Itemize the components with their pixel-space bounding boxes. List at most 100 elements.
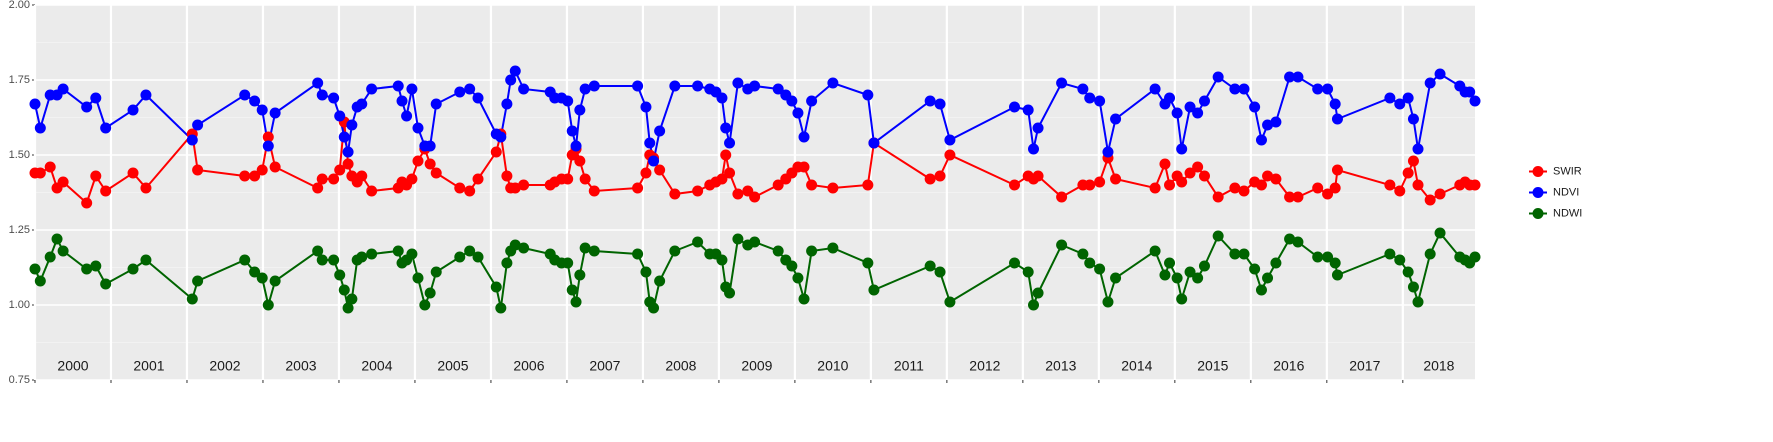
point (57, 83, 69, 95)
point (1312, 251, 1324, 263)
point (392, 80, 404, 92)
point (518, 83, 530, 95)
point (239, 170, 251, 182)
point (827, 242, 839, 254)
point (430, 266, 442, 278)
point (1424, 194, 1436, 206)
point (44, 251, 56, 263)
point (1292, 191, 1304, 203)
point (392, 245, 404, 257)
point (490, 146, 502, 158)
point (312, 182, 324, 194)
point (430, 98, 442, 110)
point (1176, 143, 1188, 155)
point (1434, 68, 1446, 80)
point (518, 179, 530, 191)
point (1255, 134, 1267, 146)
point (1384, 92, 1396, 104)
year-label: 2018 (1423, 358, 1454, 374)
point (692, 80, 704, 92)
year-label: 2013 (1045, 358, 1076, 374)
point (732, 188, 744, 200)
point (1110, 113, 1122, 125)
point (501, 98, 513, 110)
point (862, 257, 874, 269)
point (732, 233, 744, 245)
point (1407, 281, 1419, 293)
point (566, 284, 578, 296)
point (562, 257, 574, 269)
point (366, 83, 378, 95)
point (644, 137, 656, 149)
point (1192, 161, 1204, 173)
point (1331, 269, 1343, 281)
year-label: 2005 (437, 358, 468, 374)
point (342, 302, 354, 314)
point (1312, 83, 1324, 95)
point (1249, 101, 1261, 113)
point (1407, 113, 1419, 125)
point (1412, 179, 1424, 191)
point (334, 164, 346, 176)
point (34, 122, 46, 134)
point (1084, 179, 1096, 191)
point (249, 95, 261, 107)
point (1212, 230, 1224, 242)
point (1329, 257, 1341, 269)
point (1176, 293, 1188, 305)
point (192, 164, 204, 176)
point (472, 92, 484, 104)
point (1229, 182, 1241, 194)
point (648, 155, 660, 167)
point (501, 257, 513, 269)
point (34, 167, 46, 179)
point (1149, 182, 1161, 194)
point (1032, 287, 1044, 299)
point (716, 92, 728, 104)
point (1094, 263, 1106, 275)
year-label: 2001 (133, 358, 164, 374)
point (262, 131, 274, 143)
legend-marker (1532, 166, 1544, 177)
point (806, 179, 818, 191)
point (328, 92, 340, 104)
point (472, 251, 484, 263)
point (798, 161, 810, 173)
point (1262, 119, 1274, 131)
point (720, 122, 732, 134)
point (1149, 83, 1161, 95)
point (1255, 284, 1267, 296)
point (749, 80, 761, 92)
point (1284, 191, 1296, 203)
point (1110, 272, 1122, 284)
point (566, 125, 578, 137)
point (827, 77, 839, 89)
point (1292, 71, 1304, 83)
point (1402, 92, 1414, 104)
point (1198, 95, 1210, 107)
point (654, 164, 666, 176)
point (495, 302, 507, 314)
point (1434, 227, 1446, 239)
point (1262, 170, 1274, 182)
point (924, 95, 936, 107)
point (464, 185, 476, 197)
point (570, 296, 582, 308)
point (127, 167, 139, 179)
point (366, 248, 378, 260)
point (316, 89, 328, 101)
point (1159, 158, 1171, 170)
point (749, 191, 761, 203)
point (140, 182, 152, 194)
point (1171, 107, 1183, 119)
point (356, 251, 368, 263)
point (1164, 92, 1176, 104)
point (1184, 266, 1196, 278)
point (772, 179, 784, 191)
point (1077, 248, 1089, 260)
point (792, 107, 804, 119)
point (316, 173, 328, 185)
point (1469, 95, 1481, 107)
point (640, 266, 652, 278)
point (562, 95, 574, 107)
